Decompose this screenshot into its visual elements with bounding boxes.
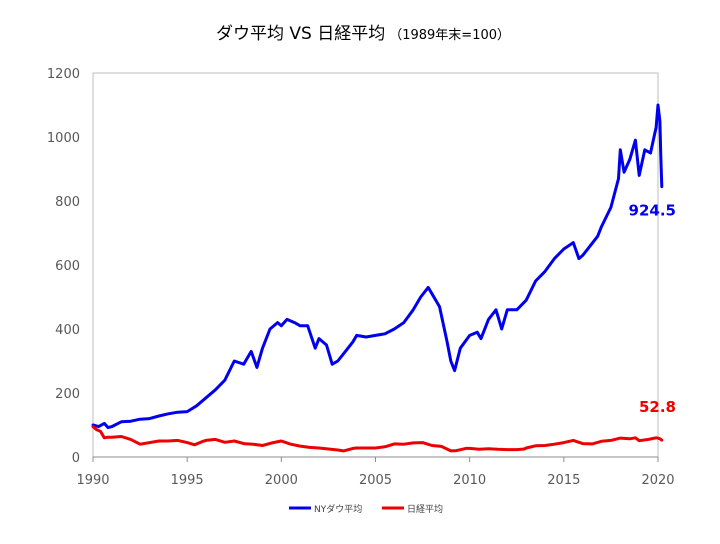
- y-tick-label: 400: [55, 323, 80, 338]
- y-tick-label: 1000: [47, 131, 80, 146]
- end-labels: 924.5 52.8: [629, 202, 676, 417]
- y-tick-label: 0: [72, 451, 80, 466]
- x-tick-label: 2020: [641, 473, 674, 488]
- chart-title-main: ダウ平均 VS 日経平均: [216, 24, 385, 44]
- plot-frame: [92, 72, 659, 458]
- y-tick-label: 800: [55, 195, 80, 210]
- end-value-label-2: 52.8: [639, 398, 676, 416]
- x-tick-label: 2005: [359, 473, 392, 488]
- x-tick-label: 1990: [76, 473, 109, 488]
- y-tick-label: 600: [55, 259, 80, 274]
- x-tick-label: 2010: [453, 473, 486, 488]
- series-line-2: [91, 425, 664, 453]
- x-tick-label: 1995: [171, 473, 204, 488]
- legend-label-1: NYダウ平均: [314, 503, 362, 515]
- end-value-label-1: 924.5: [629, 202, 676, 220]
- chart-subtitle: （1989年末=100）: [389, 28, 510, 43]
- series-layer: [91, 103, 664, 453]
- axes: 0 200 400 600 800 1000 1200 1990 1995 2000 2005 201…: [47, 67, 675, 488]
- y-tick-label: 1200: [47, 67, 80, 82]
- y-tick-label: 200: [55, 387, 80, 402]
- chart-title: ダウ平均 VS 日経平均 （1989年末=100）: [216, 24, 510, 44]
- series-line-1: [91, 103, 664, 430]
- legend-label-2: 日経平均: [407, 503, 443, 515]
- x-tick-label: 2000: [265, 473, 298, 488]
- legend: NYダウ平均 日経平均: [289, 503, 443, 515]
- x-tick-label: 2015: [547, 473, 580, 488]
